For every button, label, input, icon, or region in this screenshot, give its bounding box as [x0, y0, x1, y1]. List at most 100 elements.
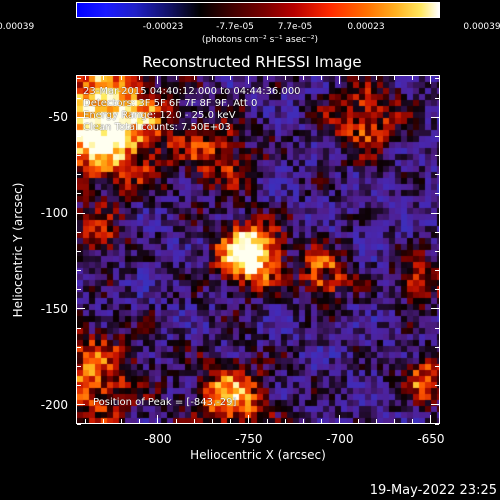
y-minor-tick [77, 346, 81, 348]
y-major-tick [431, 116, 439, 118]
y-major-tick [431, 308, 439, 310]
y-minor-tick [435, 231, 439, 233]
x-minor-tick [84, 76, 86, 80]
y-minor-tick [435, 423, 439, 425]
x-major-tick [339, 415, 341, 423]
x-minor-tick [303, 419, 304, 423]
colorbar-tick-label: 0.00039 [463, 22, 500, 32]
y-tick-label: -50 [48, 110, 68, 125]
y-minor-tick [77, 174, 81, 176]
x-major-tick [157, 415, 159, 423]
y-major-tick [77, 308, 85, 310]
x-minor-tick [175, 419, 177, 423]
info-detectors: Detectors: 3F 5F 6F 7F 8F 9F, Att 0 [83, 98, 258, 109]
colorbar-units: (photons cm⁻² s⁻¹ asec⁻²) [201, 35, 319, 45]
y-major-tick [77, 116, 85, 118]
x-major-tick [248, 415, 250, 423]
info-clean-counts: Clean Total counts: 7.50E+03 [83, 122, 231, 133]
y-tick-label: -100 [40, 206, 68, 221]
y-minor-tick [435, 270, 439, 272]
x-minor-tick [102, 76, 104, 80]
x-minor-tick [412, 419, 414, 423]
y-major-tick [77, 212, 85, 214]
y-minor-tick [435, 365, 439, 367]
colorbar-tick-label: 7.7e-05 [277, 22, 313, 32]
x-major-tick [157, 76, 159, 84]
x-minor-tick [394, 419, 395, 423]
y-minor-tick [77, 289, 81, 291]
peak-position: Position of Peak = [-843,-29] [93, 397, 237, 408]
y-minor-tick [77, 193, 81, 195]
y-minor-tick [435, 327, 439, 329]
y-minor-tick [435, 193, 439, 195]
y-major-tick [431, 212, 439, 214]
x-minor-tick [212, 76, 213, 80]
x-minor-tick [321, 76, 323, 80]
colorbar-tick-label: 0.00023 [347, 22, 385, 32]
x-minor-tick [139, 419, 141, 423]
plot-title: Reconstructed RHESSI Image [142, 53, 362, 71]
y-minor-tick [77, 155, 81, 157]
y-minor-tick [77, 270, 81, 272]
x-tick-label: -800 [144, 432, 172, 446]
y-minor-tick [435, 97, 439, 99]
y-tick-label: -150 [40, 301, 68, 316]
y-minor-tick [435, 346, 439, 348]
x-minor-tick [375, 76, 377, 80]
y-minor-tick [435, 289, 439, 291]
x-tick-label: -650 [417, 432, 445, 446]
y-axis-label: Heliocentric Y (arcsec) [11, 182, 25, 318]
colorbar [76, 2, 440, 18]
y-minor-tick [435, 385, 439, 387]
y-major-tick [77, 404, 85, 406]
x-minor-tick [84, 419, 86, 423]
y-minor-tick [435, 174, 439, 176]
x-minor-tick [230, 76, 232, 80]
x-minor-tick [266, 419, 268, 423]
y-minor-tick [435, 135, 439, 137]
info-time-range: 23-Mar-2015 04:40:12.000 to 04:44:36.000 [83, 86, 301, 97]
heatmap-image [77, 76, 439, 423]
y-minor-tick [77, 231, 81, 233]
footer-date: 19-May-2022 23:25 [369, 483, 497, 498]
x-minor-tick [193, 419, 195, 423]
x-minor-tick [284, 419, 286, 423]
y-minor-tick [435, 78, 439, 80]
y-minor-tick [77, 78, 81, 80]
x-minor-tick [412, 76, 414, 80]
x-minor-tick [212, 419, 213, 423]
x-axis-label: Heliocentric X (arcsec) [190, 448, 326, 462]
y-minor-tick [435, 155, 439, 157]
x-major-tick [339, 76, 341, 84]
x-minor-tick [321, 419, 323, 423]
y-minor-tick [435, 250, 439, 252]
plot-area: 23-Mar-2015 04:40:12.000 to 04:44:36.000… [76, 75, 440, 424]
y-minor-tick [77, 135, 81, 137]
y-minor-tick [77, 385, 81, 387]
x-major-tick [430, 76, 432, 84]
x-minor-tick [139, 76, 141, 80]
x-major-tick [430, 415, 432, 423]
x-minor-tick [284, 76, 286, 80]
colorbar-tick-label: -0.00023 [142, 22, 184, 32]
x-minor-tick [303, 76, 304, 80]
x-minor-tick [230, 419, 232, 423]
y-minor-tick [77, 327, 81, 329]
x-minor-tick [102, 419, 104, 423]
colorbar-tick-label: -7.7e-05 [216, 22, 254, 32]
y-minor-tick [77, 97, 81, 99]
x-minor-tick [375, 419, 377, 423]
y-tick-label: -200 [40, 397, 68, 412]
x-tick-label: -750 [235, 432, 263, 446]
x-minor-tick [266, 76, 268, 80]
x-minor-tick [394, 76, 395, 80]
x-minor-tick [357, 419, 359, 423]
x-minor-tick [175, 76, 177, 80]
y-major-tick [431, 404, 439, 406]
colorbar-tick-label: -0.00039 [0, 22, 35, 32]
x-tick-label: -700 [326, 432, 354, 446]
y-minor-tick [77, 250, 81, 252]
y-minor-tick [77, 423, 81, 425]
x-minor-tick [121, 419, 122, 423]
x-minor-tick [357, 76, 359, 80]
